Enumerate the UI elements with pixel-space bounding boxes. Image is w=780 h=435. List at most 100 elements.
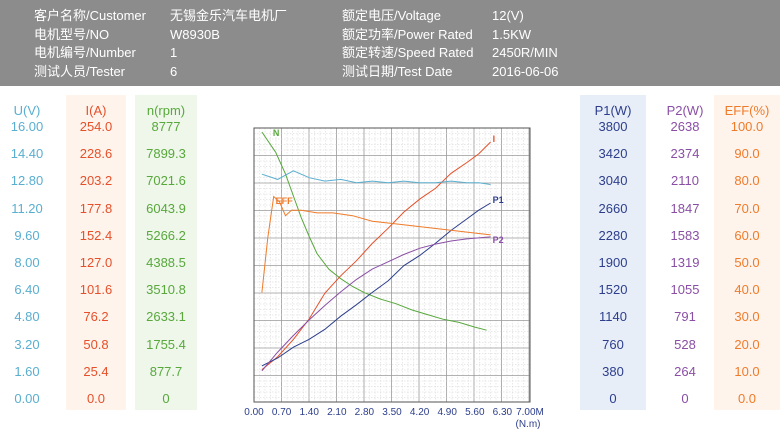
x-tick-label: 7.00M (516, 407, 544, 418)
i-scale-value: 228.6 (79, 146, 113, 162)
chart-grid (253, 127, 530, 402)
efficiency-scale-column: EFF(%) 100.0 90.0 80.0 70.0 60.0 50.0 40.0 30.0 2… (714, 95, 780, 410)
series-line-p2 (261, 236, 491, 372)
series-line-n (261, 131, 487, 331)
eff-scale-value: 0.0 (737, 391, 757, 406)
i-scale-value: 203.2 (79, 173, 113, 189)
p1-scale-value: 3420 (598, 146, 628, 162)
eff-scale-value: 50.0 (734, 255, 760, 270)
motor-number-label: 电机编号/Number (34, 45, 136, 60)
series-line-u (261, 170, 491, 185)
series-line-i (261, 141, 491, 370)
voltage-scale-column: U(V) 16.00 14.40 12.80 11.20 9.60 8.00 6.40 4.80… (4, 95, 50, 410)
p2-scale-value: 264 (674, 363, 696, 379)
u-scale-value: 14.40 (10, 146, 44, 162)
series-line-eff (261, 195, 491, 293)
n-scale-value: 0 (162, 391, 170, 406)
u-scale-title: U(V) (13, 103, 41, 118)
p1-scale-value: 3800 (598, 119, 628, 134)
voltage-label: 额定电压/Voltage (342, 8, 441, 23)
p1-scale-value: 0 (609, 391, 617, 406)
eff-scale-value: 20.0 (734, 336, 760, 352)
p2-scale-value: 1055 (670, 282, 700, 298)
p2-scale-title: P2(W) (666, 103, 704, 118)
power-rated-label: 额定功率/Power Rated (342, 27, 473, 42)
p2-scale-value: 2110 (671, 173, 699, 189)
series-label-i: I (493, 134, 496, 144)
u-scale-value: 9.60 (14, 227, 40, 243)
i-scale-value: 76.2 (83, 309, 109, 325)
current-scale-column: I(A) 254.0 228.6 203.2 177.8 152.4 127.0 101.6 7… (66, 95, 126, 410)
x-tick-label: 4.90 (437, 407, 457, 418)
n-scale-value: 2633.1 (146, 309, 186, 325)
x-tick-label: 0.70 (272, 407, 292, 418)
output-power-scale-column: P2(W) 2638 2374 2110 1847 1583 1319 1055 791 528 2… (655, 95, 715, 410)
i-scale-value: 127.0 (79, 255, 113, 270)
model-no-label: 电机型号/NO (34, 27, 110, 42)
p2-scale-value: 2374 (670, 146, 700, 162)
plot-frame (253, 127, 531, 403)
customer-value: 无锡金乐汽车电机厂 (170, 8, 288, 23)
n-scale-value: 7899.3 (146, 146, 186, 162)
p1-scale-value: 1520 (598, 282, 628, 298)
series-label-eff: EFF (276, 196, 294, 206)
p2-scale-value: 2638 (670, 119, 700, 134)
n-scale-value: 7021.6 (146, 173, 186, 189)
u-scale-value: 8.00 (14, 255, 40, 270)
x-tick-label: 2.80 (355, 407, 375, 418)
i-scale-value: 101.6 (79, 282, 113, 298)
eff-scale-value: 80.0 (734, 173, 760, 189)
n-scale-value: 4388.5 (146, 255, 186, 270)
input-power-scale-column: P1(W) 3800 3420 3040 2660 2280 1900 1520 1140 760… (580, 95, 646, 410)
p1-scale-title: P1(W) (594, 103, 632, 118)
test-date-label: 测试日期/Test Date (342, 64, 453, 79)
p1-scale-value: 1900 (598, 255, 628, 270)
series-label-p2: P2 (493, 235, 504, 245)
i-scale-value: 177.8 (79, 200, 113, 216)
eff-scale-value: 40.0 (734, 282, 760, 298)
n-scale-value: 5266.2 (146, 227, 186, 243)
p1-scale-value: 2280 (598, 227, 628, 243)
x-tick-label: 6.30 (493, 407, 513, 418)
speed-rated-label: 额定转速/Speed Rated (342, 45, 474, 60)
customer-label: 客户名称/Customer (34, 8, 146, 23)
i-scale-value: 0.0 (86, 391, 106, 406)
p1-scale-value: 2660 (598, 200, 628, 216)
model-no-value: W8930B (170, 27, 220, 42)
p2-scale-value: 1847 (670, 200, 700, 216)
eff-scale-value: 60.0 (734, 227, 760, 243)
u-scale-value: 0.00 (14, 391, 40, 406)
n-scale-value: 877.7 (149, 363, 183, 379)
i-scale-value: 25.4 (83, 363, 109, 379)
eff-scale-value: 100.0 (730, 119, 764, 134)
series-label-p1: P1 (493, 195, 504, 205)
p1-scale-value: 1140 (599, 309, 627, 325)
series-label-n: N (273, 128, 280, 138)
x-tick-label: 5.60 (465, 407, 485, 418)
p2-scale-value: 1319 (670, 255, 700, 270)
i-scale-title: I(A) (85, 103, 107, 118)
tester-value: 6 (170, 64, 178, 79)
n-scale-title: n(rpm) (146, 103, 186, 118)
i-scale-value: 152.4 (79, 227, 113, 243)
x-tick-label: 0.00 (244, 407, 264, 418)
n-scale-value: 6043.9 (146, 200, 186, 216)
power-rated-value: 1.5KW (492, 27, 532, 42)
eff-scale-value: 10.0 (734, 363, 760, 379)
test-date-value: 2016-06-06 (492, 64, 559, 79)
u-scale-value: 6.40 (14, 282, 40, 298)
u-scale-value: 11.20 (11, 200, 43, 216)
p1-scale-value: 3040 (598, 173, 628, 189)
p2-scale-value: 791 (674, 309, 696, 325)
x-tick-label: 2.10 (327, 407, 347, 418)
motor-number-value: 1 (170, 45, 178, 60)
n-scale-value: 3510.8 (146, 282, 186, 298)
speed-scale-column: n(rpm) 8777 7899.3 7021.6 6043.9 5266.2 4388.5… (135, 95, 197, 410)
u-scale-value: 16.00 (10, 119, 44, 134)
x-tick-label: 1.40 (299, 407, 319, 418)
p1-scale-value: 760 (602, 336, 624, 352)
u-scale-value: 3.20 (14, 336, 40, 352)
i-scale-value: 50.8 (83, 336, 109, 352)
info-header: 客户名称/Customer 无锡金乐汽车电机厂 电机型号/NO W8930B 电… (0, 0, 780, 86)
